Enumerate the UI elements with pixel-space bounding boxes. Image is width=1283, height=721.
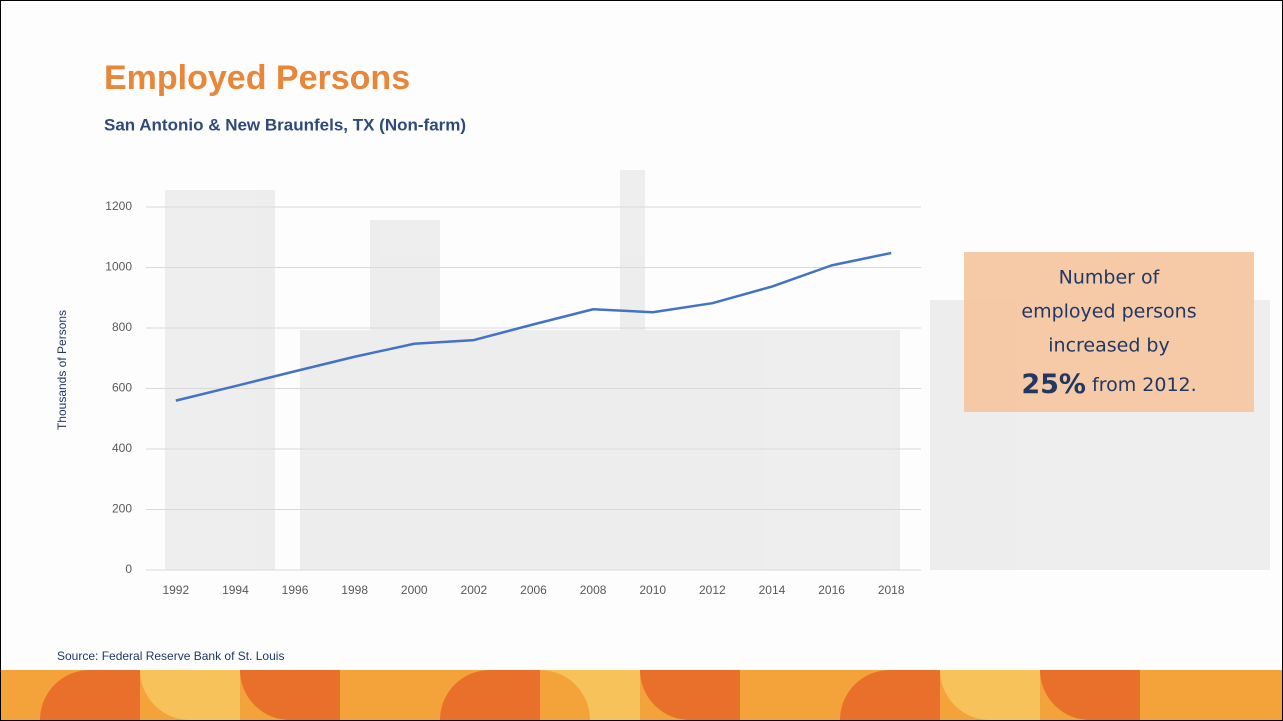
callout-text: 25% from 2012. [1021,369,1196,400]
x-tick-label: 2006 [520,583,547,597]
y-tick-label: 1000 [105,260,132,274]
x-tick-label: 2016 [818,583,845,597]
y-tick-label: 600 [112,381,132,395]
source: Source: Federal Reserve Bank of St. Loui… [57,649,284,663]
x-tick-label: 1992 [162,583,189,597]
x-tick-label: 1998 [341,583,368,597]
x-tick-label: 1994 [222,583,249,597]
y-axis-label: Thousands of Persons [55,310,69,430]
callout-tail: from 2012. [1092,374,1197,396]
x-tick-label: 2002 [461,583,488,597]
callout-text: employed persons [1021,301,1196,323]
data-line [175,251,892,402]
subtitle: San Antonio & New Braunfels, TX (Non-far… [104,115,466,134]
callout-highlight: 25% [1021,369,1086,400]
x-tick-label: 2014 [759,583,786,597]
x-tick-label: 1996 [282,583,309,597]
x-tick-label: 2010 [639,583,666,597]
x-tick-label: 2008 [580,583,607,597]
x-tick-label: 2018 [878,583,905,597]
callout-text: Number of [1059,267,1161,289]
x-tick-label: 2000 [401,583,428,597]
y-tick-label: 400 [112,441,132,455]
y-tick-label: 200 [112,502,132,516]
decorative-band [1,670,1282,720]
y-tick-label: 800 [112,320,132,334]
y-tick-label: 1200 [105,199,132,213]
callout-text: increased by [1048,335,1170,357]
callout-box [964,252,1254,412]
title: Employed Persons [104,59,410,97]
x-tick-label: 2012 [699,583,726,597]
y-tick-label: 0 [125,562,132,576]
